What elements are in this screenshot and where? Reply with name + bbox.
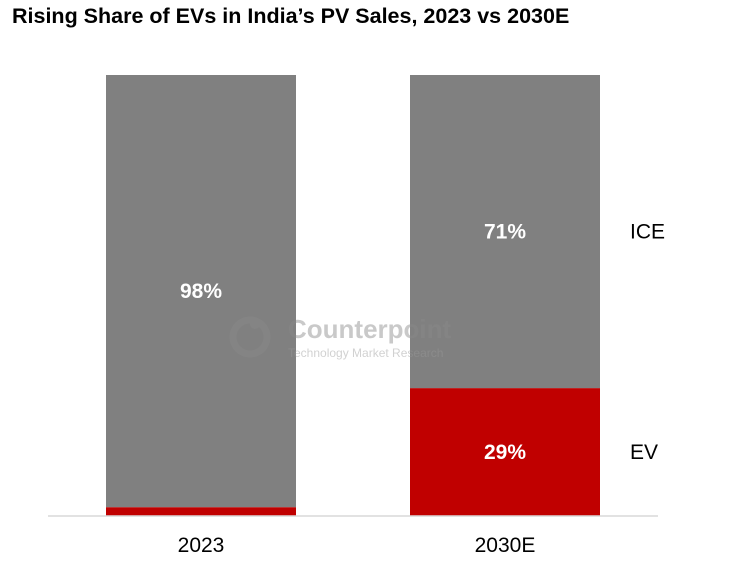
legend-label-ice: ICE [630, 221, 665, 244]
legend: EV ICE [630, 221, 665, 465]
bars-group: 98% 29% 71% [106, 75, 600, 516]
category-label-2023: 2023 [178, 534, 225, 557]
counterpoint-logo-icon [229, 316, 271, 358]
watermark-brand: Counterpoint [288, 314, 452, 344]
bar-ice-2023 [106, 75, 296, 508]
category-labels: 2023 2030E [178, 534, 536, 557]
legend-label-ev: EV [630, 441, 658, 464]
chart-title: Rising Share of EVs in India’s PV Sales,… [12, 4, 570, 28]
watermark-tagline: Technology Market Research [288, 346, 443, 360]
category-label-2030e: 2030E [475, 534, 536, 557]
bar-ev-2023 [106, 507, 296, 516]
data-label-ice-2030e: 71% [484, 221, 526, 244]
bar-ev-2030e [410, 388, 600, 516]
counterpoint-watermark: Counterpoint Technology Market Research [229, 314, 452, 360]
bar-ice-2030e [410, 75, 600, 389]
data-label-ice-2023: 98% [180, 280, 222, 303]
data-label-ev-2030e: 29% [484, 441, 526, 464]
